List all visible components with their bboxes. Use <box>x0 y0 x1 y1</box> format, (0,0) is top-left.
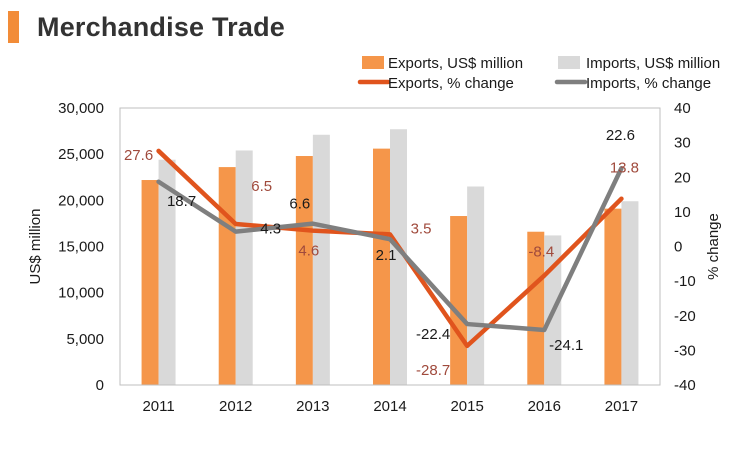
x-tick-label: 2013 <box>296 398 329 415</box>
legend-label-exports-change: Exports, % change <box>388 75 514 92</box>
x-tick-label: 2015 <box>450 398 483 415</box>
y-tick-label: 25,000 <box>58 146 104 163</box>
data-label-imports-change: -24.1 <box>549 337 583 354</box>
bar-imports <box>467 186 485 385</box>
y-tick-label: 0 <box>96 377 104 394</box>
title-accent-bar <box>8 11 19 43</box>
y2-tick-label: 40 <box>674 100 691 117</box>
y-tick-label: 20,000 <box>58 192 104 209</box>
axes-group: 0 5,000 10,000 15,000 20,000 25,000 30,000 -40 -… <box>27 100 722 415</box>
bar-exports <box>450 216 468 385</box>
lines-group <box>156 148 624 349</box>
bar-imports <box>621 201 639 385</box>
data-label-imports-change: 22.6 <box>606 127 635 144</box>
x-tick-label: 2016 <box>528 398 561 415</box>
y-tick-label: 30,000 <box>58 100 104 117</box>
plot-frame <box>119 107 661 386</box>
y-tick-label: 5,000 <box>66 331 104 348</box>
legend: Exports, US$ million Imports, US$ million… <box>357 55 720 92</box>
y2-tick-label: 20 <box>674 169 691 186</box>
bar-imports <box>235 150 253 385</box>
data-label-exports-change: 13.8 <box>610 160 639 177</box>
data-label-imports-change: 2.1 <box>376 247 397 264</box>
y2-tick-label: 30 <box>674 135 691 152</box>
data-label-exports-change: 6.5 <box>251 178 272 195</box>
data-label-imports-change: 4.3 <box>260 221 281 238</box>
data-label-imports-change: 6.6 <box>289 196 310 213</box>
line-exports-change <box>156 148 624 349</box>
y2-tick-label: -40 <box>674 377 696 394</box>
data-label-exports-change: 3.5 <box>411 220 432 237</box>
bar-exports <box>295 156 313 385</box>
x-tick-label: 2011 <box>142 398 174 415</box>
data-label-exports-change: -28.7 <box>416 362 450 379</box>
y2-tick-label: -10 <box>674 273 696 290</box>
data-label-imports-change: -22.4 <box>416 326 450 343</box>
line-imports-change <box>156 165 624 333</box>
chart-header: Merchandise Trade <box>8 10 285 44</box>
legend-label-imports: Imports, US$ million <box>586 55 720 72</box>
data-label-exports-change: -8.4 <box>528 244 554 261</box>
y2-tick-label: -30 <box>674 342 696 359</box>
legend-swatch-imports <box>558 56 580 69</box>
data-label-exports-change: 4.6 <box>298 243 319 260</box>
bar-imports <box>390 129 407 385</box>
y2-tick-label: -20 <box>674 308 696 325</box>
x-tick-label: 2012 <box>219 398 252 415</box>
x-tick-label: 2017 <box>605 398 638 415</box>
bar-exports <box>218 167 236 385</box>
bar-imports <box>312 134 330 385</box>
bar-exports <box>373 148 390 385</box>
y-tick-label: 15,000 <box>58 239 104 256</box>
x-tick-label: 2014 <box>373 398 406 415</box>
y-tick-label: 10,000 <box>58 285 104 302</box>
bar-exports <box>527 231 545 385</box>
bar-exports <box>604 208 622 385</box>
legend-label-exports: Exports, US$ million <box>388 55 523 72</box>
data-label-imports-change: 18.7 <box>167 193 196 210</box>
bar-imports <box>158 159 176 385</box>
y2-axis-title: % change <box>705 213 722 280</box>
legend-label-imports-change: Imports, % change <box>586 75 711 92</box>
y2-tick-label: 10 <box>674 204 691 221</box>
bar-exports <box>141 180 159 385</box>
legend-swatch-exports <box>362 56 384 69</box>
y2-tick-label: 0 <box>674 239 682 256</box>
y-axis-title: US$ million <box>27 209 44 285</box>
chart-title: Merchandise Trade <box>37 11 285 42</box>
data-label-exports-change: 27.6 <box>124 147 153 164</box>
data-labels-group: 27.6 6.5 4.6 3.5 -28.7 -8.4 13.8 18.7 4.3 6.6 2.1 -… <box>124 127 639 379</box>
